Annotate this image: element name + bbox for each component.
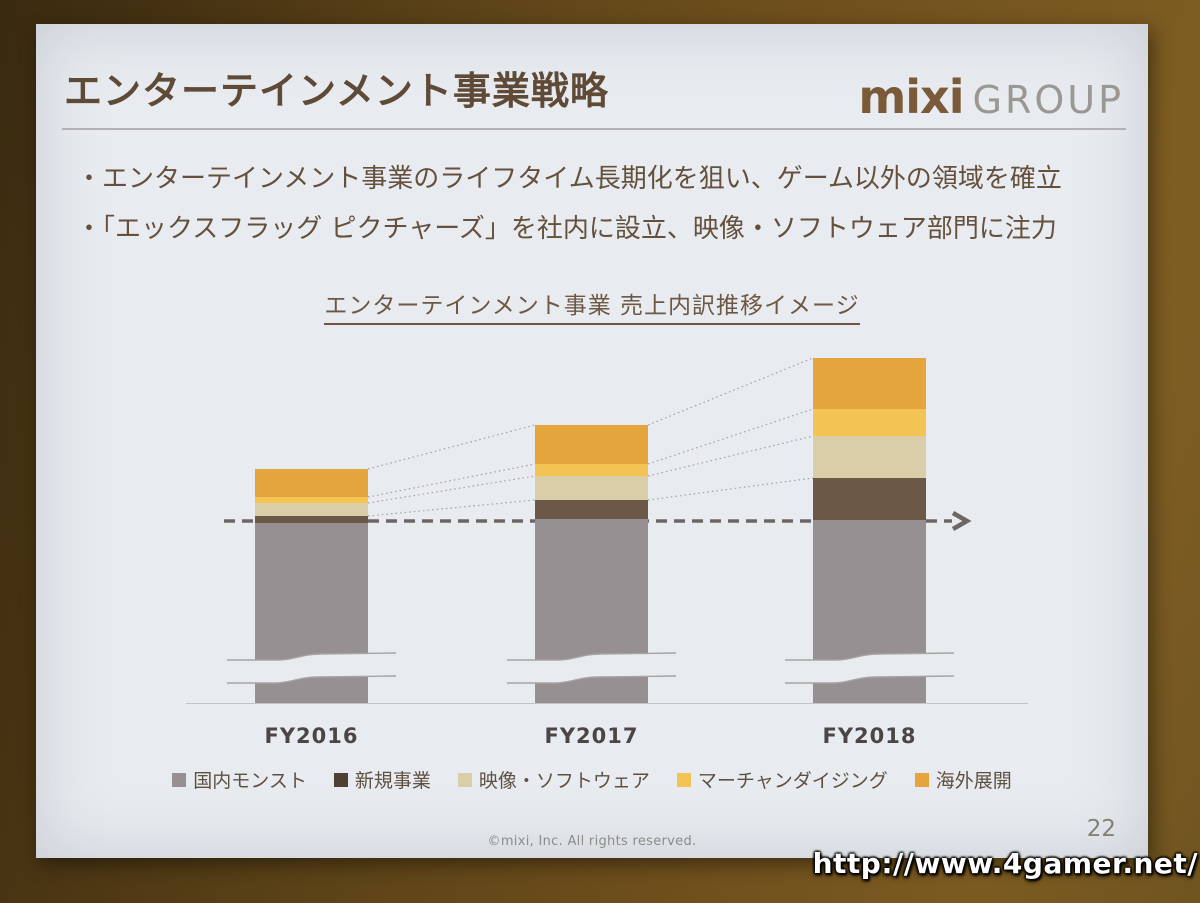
bar-segment-映像・ソフトウェア	[813, 436, 926, 478]
x-axis-label-fy2018: FY2018	[822, 724, 917, 748]
legend-label: 国内モンスト	[193, 770, 307, 792]
bar-segment-海外展開	[535, 425, 648, 464]
sales-mix-chart: FY2016 FY2017 FY2018	[36, 24, 1148, 858]
bar-segment-新規事業	[535, 500, 648, 519]
legend-label: 海外展開	[935, 770, 1012, 792]
stacked-bar-fy2016	[227, 469, 397, 703]
legend-item: 海外展開	[914, 766, 1012, 793]
connector-dotted-line	[367, 499, 536, 517]
title-divider	[62, 128, 1126, 130]
logo-text-group: GROUP	[972, 78, 1124, 122]
bullet-item: ・「エックスフラッグ ピクチャーズ」を社内に設立、映像・ソフトウェア部門に注力	[76, 214, 1057, 244]
connector-dotted-line	[647, 408, 814, 465]
axis-break-mark	[507, 646, 677, 686]
bar-segment-海外展開	[255, 469, 368, 497]
legend-swatch	[676, 772, 691, 787]
legend-item: マーチャンダイジング	[676, 766, 888, 793]
legend-swatch	[914, 772, 929, 787]
trend-arrow-head	[951, 511, 972, 531]
copyright-footer: ©mixi, Inc. All rights reserved.	[487, 834, 697, 849]
legend-label: 映像・ソフトウェア	[478, 770, 650, 792]
axis-break-wave	[785, 652, 955, 684]
bullet-item: ・エンターテインメント事業のライフタイム長期化を狙い、ゲーム以外の領域を確立	[76, 164, 1062, 194]
legend-swatch	[333, 772, 348, 787]
logo-text-mixi: mixi	[858, 70, 964, 124]
bar-segment-映像・ソフトウェア	[255, 503, 368, 516]
axis-break-mark	[227, 646, 397, 686]
page-number: 22	[1086, 816, 1116, 842]
legend-swatch	[172, 772, 187, 787]
x-axis-label-fy2017: FY2017	[544, 724, 639, 748]
connector-dotted-line	[367, 463, 536, 498]
connector-dotted-line	[647, 477, 814, 501]
stacked-bar-fy2017	[507, 425, 677, 703]
bullet-list: ・エンターテインメント事業のライフタイム長期化を狙い、ゲーム以外の領域を確立 ・…	[76, 154, 1140, 254]
bar-segment-映像・ソフトウェア	[535, 476, 648, 500]
legend-label: 新規事業	[354, 770, 431, 792]
axis-break-wave	[507, 652, 677, 684]
legend-label: マーチャンダイジング	[697, 770, 888, 792]
connector-dotted-line	[367, 424, 536, 470]
connector-dotted-line	[647, 357, 814, 426]
legend-item: 新規事業	[333, 766, 431, 793]
axis-break-mark	[785, 646, 955, 686]
bar-segment-新規事業	[813, 478, 926, 520]
x-axis-label-fy2016: FY2016	[264, 724, 359, 748]
chart-legend: 国内モンスト 新規事業 映像・ソフトウェア マーチャンダイジング 海外展開	[36, 766, 1148, 793]
bar-segment-マーチャンダイジング	[813, 409, 926, 436]
bar-segment-マーチャンダイジング	[535, 464, 648, 476]
legend-swatch	[457, 772, 472, 787]
chart-title: エンターテインメント事業 売上内訳推移イメージ	[324, 286, 860, 325]
connector-dotted-line	[647, 435, 814, 477]
legend-item: 国内モンスト	[172, 766, 307, 793]
slide: エンターテインメント事業戦略 mixi GROUP ・エンターテインメント事業の…	[36, 24, 1148, 858]
bar-segment-新規事業	[255, 516, 368, 523]
chart-title-wrap: エンターテインメント事業 売上内訳推移イメージ	[36, 286, 1148, 325]
watermark-url: http://www.4gamer.net/	[812, 847, 1198, 880]
stacked-bar-fy2018	[785, 358, 955, 703]
bar-segment-マーチャンダイジング	[255, 497, 368, 503]
mixi-group-logo: mixi GROUP	[858, 70, 1124, 124]
legend-item: 映像・ソフトウェア	[457, 766, 650, 793]
axis-break-wave	[227, 652, 397, 684]
connector-dotted-line	[367, 475, 536, 504]
bar-segment-海外展開	[813, 358, 926, 409]
slide-title: エンターテインメント事業戦略	[64, 69, 609, 113]
